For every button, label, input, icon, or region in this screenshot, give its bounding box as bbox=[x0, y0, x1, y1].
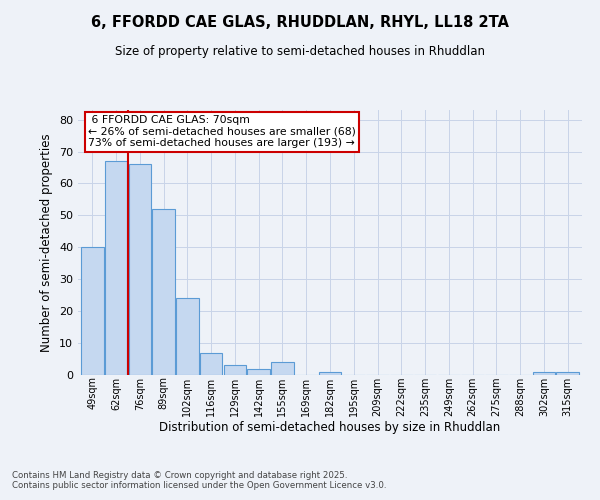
Bar bbox=[533, 372, 555, 375]
Y-axis label: Number of semi-detached properties: Number of semi-detached properties bbox=[40, 133, 53, 352]
Text: Contains HM Land Registry data © Crown copyright and database right 2025.
Contai: Contains HM Land Registry data © Crown c… bbox=[12, 470, 386, 490]
Bar bbox=[176, 298, 199, 375]
Bar bbox=[271, 362, 294, 375]
Bar bbox=[224, 366, 246, 375]
Bar bbox=[319, 372, 341, 375]
Bar bbox=[200, 352, 223, 375]
Bar bbox=[152, 209, 175, 375]
Bar bbox=[556, 372, 579, 375]
Bar bbox=[105, 161, 127, 375]
Text: 6, FFORDD CAE GLAS, RHUDDLAN, RHYL, LL18 2TA: 6, FFORDD CAE GLAS, RHUDDLAN, RHYL, LL18… bbox=[91, 15, 509, 30]
Bar bbox=[128, 164, 151, 375]
Text: 6 FFORDD CAE GLAS: 70sqm
← 26% of semi-detached houses are smaller (68)
73% of s: 6 FFORDD CAE GLAS: 70sqm ← 26% of semi-d… bbox=[88, 116, 356, 148]
Bar bbox=[81, 248, 104, 375]
Text: Size of property relative to semi-detached houses in Rhuddlan: Size of property relative to semi-detach… bbox=[115, 45, 485, 58]
Bar bbox=[247, 368, 270, 375]
X-axis label: Distribution of semi-detached houses by size in Rhuddlan: Distribution of semi-detached houses by … bbox=[160, 422, 500, 434]
